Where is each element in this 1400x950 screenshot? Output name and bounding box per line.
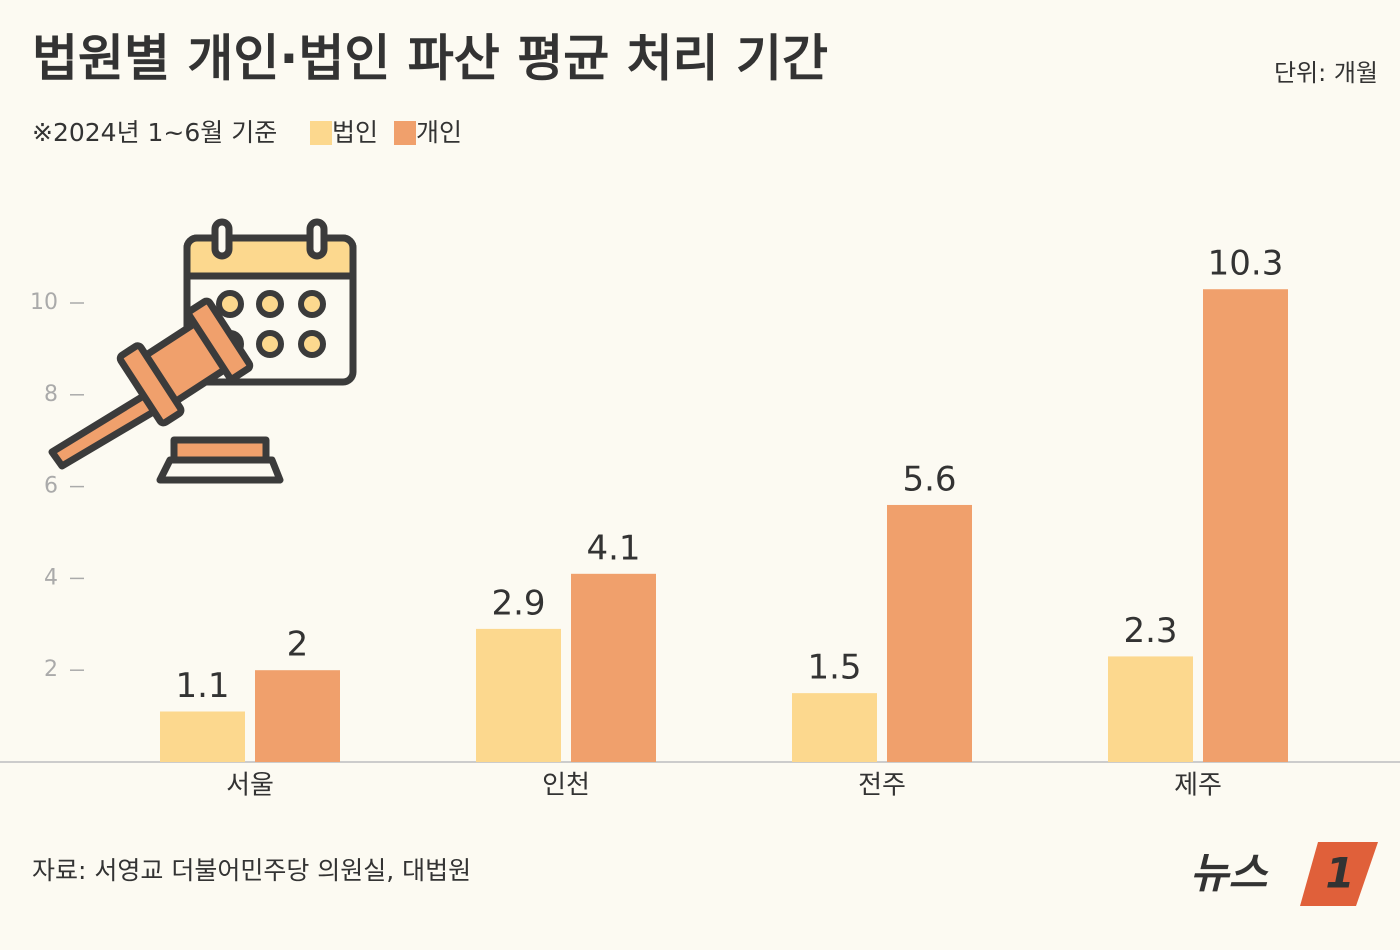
- y-tick-label: 2: [44, 657, 58, 682]
- bar: [160, 711, 245, 762]
- x-tick-label: 인천: [542, 771, 590, 801]
- x-tick-label: 제주: [1174, 771, 1222, 801]
- y-tick-label: 8: [44, 382, 58, 407]
- bar: [792, 693, 877, 762]
- legend-label: 법인: [332, 118, 378, 147]
- data-label: 2.9: [491, 583, 545, 623]
- legend-swatch: [394, 121, 416, 145]
- data-label: 2.3: [1123, 611, 1177, 651]
- logo: [1300, 842, 1378, 906]
- chart-title: 법원별 개인·법인 파산 평균 처리 기간: [32, 30, 828, 88]
- legend-swatch: [310, 121, 332, 145]
- bar: [571, 573, 656, 762]
- data-label: 5.6: [902, 459, 956, 499]
- x-tick-label: 서울: [226, 771, 274, 801]
- logo-badge: [1300, 842, 1378, 906]
- legend-label: 개인: [416, 118, 462, 147]
- bar: [476, 628, 561, 762]
- bar: [1203, 289, 1288, 762]
- data-label: 1.5: [807, 648, 861, 688]
- y-tick-label: 4: [44, 565, 58, 590]
- illustration: [48, 218, 357, 484]
- y-tick-label: 6: [44, 474, 58, 499]
- bar: [887, 504, 972, 762]
- data-label: 4.1: [586, 528, 640, 568]
- bar: [255, 670, 340, 762]
- note: ※2024년 1~6월 기준: [32, 118, 277, 147]
- logo-text: 뉴스: [1190, 849, 1269, 898]
- source: 자료: 서영교 더불어민주당 의원실, 대법원: [32, 856, 471, 885]
- logo-number: 1: [1325, 849, 1354, 898]
- x-tick-label: 전주: [858, 771, 906, 801]
- data-label: 2: [287, 625, 309, 665]
- unit-label: 단위: 개월: [1274, 59, 1378, 87]
- data-label: 10.3: [1208, 244, 1284, 284]
- bar: [1108, 656, 1193, 762]
- data-label: 1.1: [175, 666, 229, 706]
- y-tick-label: 10: [30, 290, 58, 315]
